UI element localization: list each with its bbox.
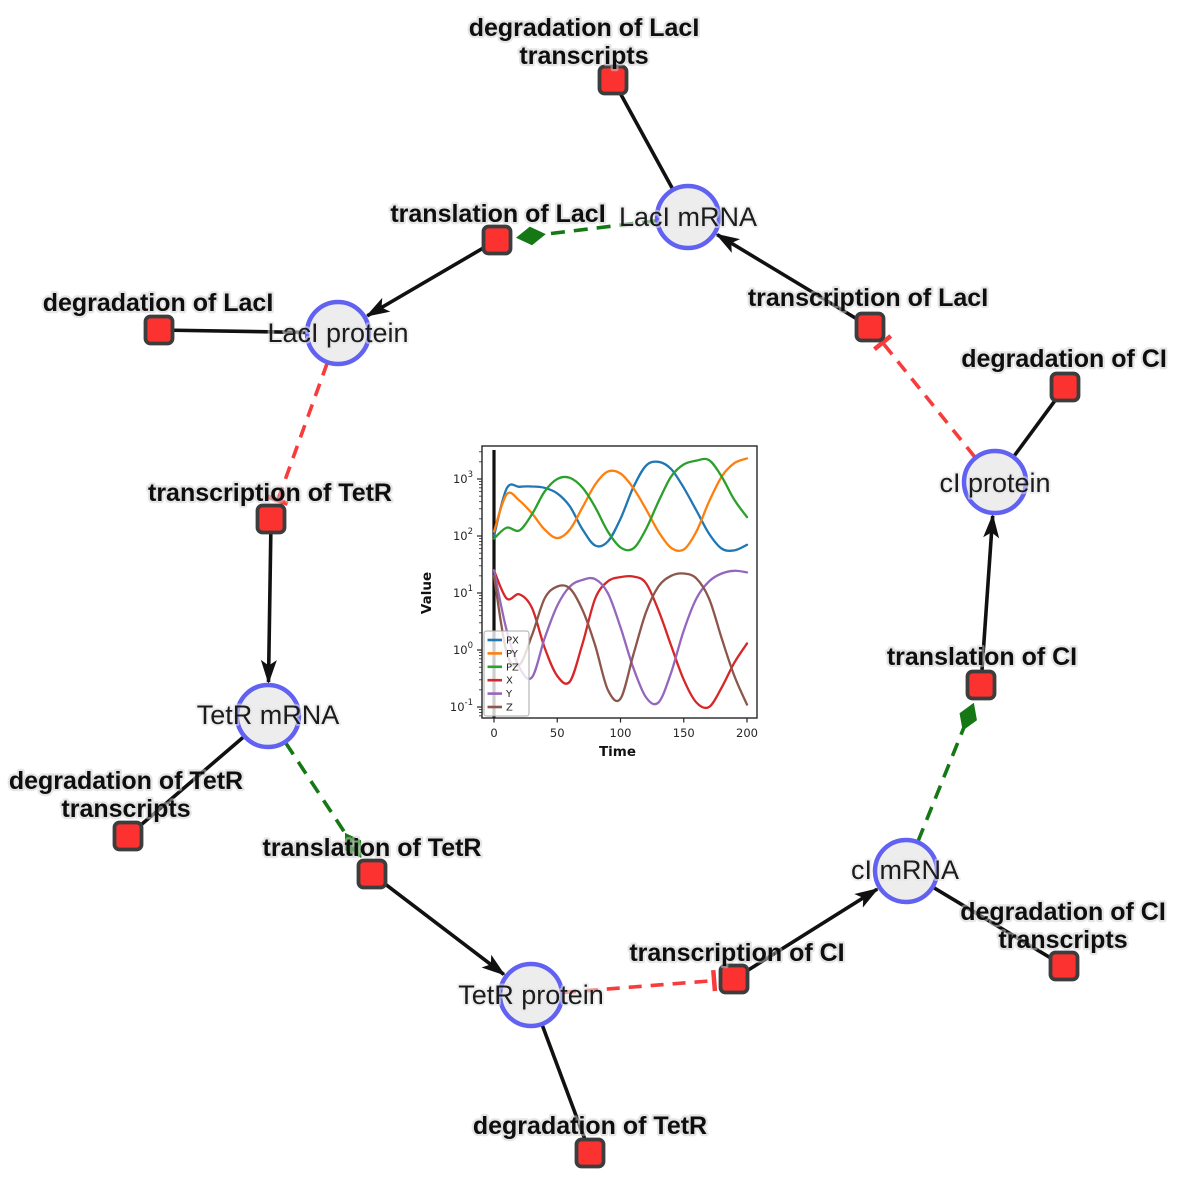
node-degradation-of-tetr-transcripts[interactable] [112, 820, 144, 852]
x-axis-label: Time [599, 744, 636, 760]
y-tick-label: 102 [453, 527, 473, 543]
edge-laci-protein-inhibits-transcription-tetr [267, 362, 329, 506]
edge-translation-ci-to-ci-protein [980, 513, 1000, 671]
label-degradation-of-tetr-transcripts-1: degradation of TetR [9, 767, 243, 795]
label-transcription-of-ci: transcription of CI [629, 939, 844, 967]
node-degradation-of-ci-transcripts[interactable] [1048, 950, 1080, 982]
legend-label-Z: Z [506, 703, 513, 714]
legend-label-X: X [506, 676, 513, 687]
node-translation-of-tetr[interactable] [356, 858, 388, 890]
label-degradation-of-laci-transcripts-1: degradation of LacI [469, 14, 700, 42]
node-transcription-of-tetr[interactable] [255, 503, 287, 535]
edge-ci-mrna-to-translation-ci [916, 702, 977, 842]
series-line-X [492, 569, 749, 710]
label-laci-protein: LacI protein [267, 318, 408, 348]
label-laci-mrna: LacI mRNA [619, 202, 757, 232]
edge-translation-tetr-to-tetr-protein [382, 881, 506, 976]
label-degradation-of-ci-transcripts-1: degradation of CI [960, 898, 1166, 926]
node-tetr-mrna[interactable] [234, 682, 302, 750]
node-laci-protein[interactable] [304, 299, 372, 367]
node-degradation-of-laci[interactable] [143, 314, 175, 346]
label-tetr-protein: TetR protein [458, 980, 604, 1010]
y-tick-label: 10-1 [450, 698, 473, 714]
edge-transcription-tetr-to-tetr-mrna [260, 533, 277, 684]
label-ci-protein: cI protein [939, 468, 1050, 498]
label-transcription-of-laci: transcription of LacI [748, 284, 988, 312]
node-transcription-of-laci[interactable] [854, 311, 886, 343]
y-tick-label: 103 [453, 470, 473, 486]
node-translation-of-laci[interactable] [481, 224, 513, 256]
edge-laci-mrna-to-translation-laci [516, 219, 657, 246]
node-laci-mrna[interactable] [654, 183, 722, 251]
edge-translation-laci-to-laci-protein [365, 246, 485, 318]
inset-chart: 0 50 100 150 200 103 102 101 100 10-1 Time Value PX P… [419, 445, 758, 760]
node-translation-of-ci[interactable] [965, 669, 997, 701]
edge-tetr-protein-inhibits-transcription-ci [562, 969, 718, 995]
node-degradation-of-ci[interactable] [1049, 371, 1081, 403]
series-line-Z [492, 572, 749, 706]
edge-ci-protein-inhibits-transcription-laci [873, 334, 977, 459]
label-tetr-mrna: TetR mRNA [197, 700, 340, 730]
label-translation-of-ci: translation of CI [887, 643, 1077, 671]
edge-transcription-laci-to-laci-mrna [715, 233, 858, 321]
x-tick-label: 0 [490, 726, 497, 740]
node-transcription-of-ci[interactable] [718, 963, 750, 995]
node-tetr-protein[interactable] [497, 961, 565, 1029]
label-transcription-of-tetr: transcription of TetR [148, 479, 392, 507]
label-degradation-of-laci: degradation of LacI [43, 289, 274, 317]
x-tick-label: 100 [610, 726, 632, 740]
plot-spines [481, 445, 758, 719]
series-line-PZ [492, 457, 749, 552]
legend-label-PX: PX [506, 636, 519, 647]
node-ci-protein[interactable] [961, 448, 1029, 516]
series-line-PX [492, 460, 749, 552]
series-line-PY [492, 457, 749, 553]
node-ci-mrna[interactable] [872, 837, 940, 905]
series-line-Y [492, 569, 749, 706]
legend-label-Y: Y [505, 689, 513, 700]
legend-label-PZ: PZ [506, 662, 519, 673]
label-degradation-of-tetr: degradation of TetR [473, 1112, 707, 1140]
label-degradation-of-ci-transcripts-2: transcripts [998, 926, 1127, 954]
label-ci-mrna: cI mRNA [851, 855, 959, 885]
legend-label-PY: PY [506, 649, 519, 660]
x-tick-label: 50 [550, 726, 565, 740]
label-translation-of-laci: translation of LacI [390, 200, 605, 228]
label-translation-of-tetr: translation of TetR [263, 834, 482, 862]
x-tick-label: 200 [736, 726, 758, 740]
label-degradation-of-laci-transcripts-2: transcripts [519, 42, 648, 70]
node-degradation-of-laci-transcripts[interactable] [597, 64, 629, 96]
edge-transcription-ci-to-ci-mrna [745, 887, 879, 973]
x-tick-label: 150 [673, 726, 695, 740]
y-tick-label: 101 [453, 584, 473, 600]
node-degradation-of-tetr[interactable] [574, 1137, 606, 1169]
label-degradation-of-tetr-transcripts-2: transcripts [61, 795, 190, 823]
label-degradation-of-ci: degradation of CI [961, 345, 1167, 373]
y-axis-label: Value [419, 572, 435, 614]
y-tick-label: 100 [453, 641, 473, 657]
